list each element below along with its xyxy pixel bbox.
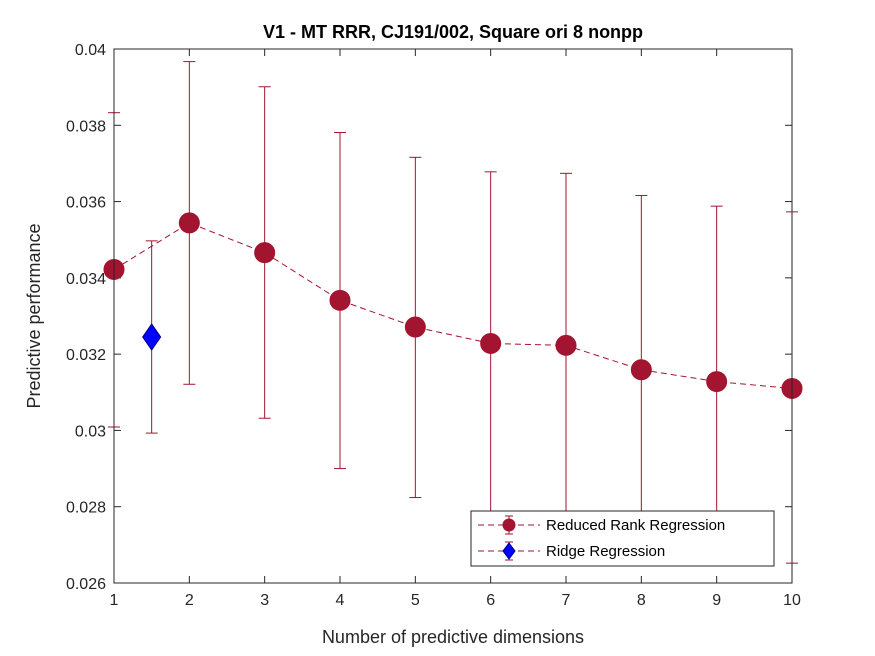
data-point [142,323,162,351]
x-tick-label: 7 [562,592,571,609]
data-point [706,371,728,393]
x-tick-label: 10 [783,592,801,609]
x-tick-label: 6 [486,592,495,609]
x-tick-label: 4 [336,592,345,609]
x-tick-label: 5 [411,592,420,609]
legend-label: Ridge Regression [546,543,665,560]
plot-frame [113,48,793,584]
y-tick-label: 0.032 [66,347,106,364]
y-tick-label: 0.034 [66,271,106,288]
axis-ticks: 1 2 3 4 5 6 7 8 9 10 0.026 0.028 0.03 0.032 0.034 0.036… [66,42,801,609]
data-point [555,334,577,356]
y-tick-label: 0.03 [75,423,106,440]
data-point [480,332,502,354]
y-axis-label: Predictive performance [24,223,44,408]
x-tick-label: 3 [260,592,269,609]
y-tick-label: 0.038 [66,118,106,135]
y-tick-label: 0.028 [66,500,106,517]
chart-title: V1 - MT RRR, CJ191/002, Square ori 8 non… [263,22,643,42]
legend-marker [502,542,516,560]
data-point [630,359,652,381]
x-tick-label: 2 [185,592,194,609]
legend-marker [502,518,516,532]
x-tick-label: 8 [637,592,646,609]
data-point [329,289,351,311]
plot-area [114,49,792,583]
y-tick-label: 0.026 [66,576,106,593]
x-axis-label: Number of predictive dimensions [322,627,584,647]
x-tick-label: 1 [110,592,119,609]
data-point [178,212,200,234]
y-tick-label: 0.04 [75,42,106,59]
legend-box [470,510,775,567]
y-tick-label: 0.036 [66,195,106,212]
legend-label: Reduced Rank Regression [546,517,725,534]
legend: Reduced Rank Regression Ridge Regression [470,510,775,567]
data-point [404,316,426,338]
x-tick-label: 9 [712,592,721,609]
data-point [254,242,276,264]
legend-entries: Reduced Rank Regression Ridge Regression [478,515,725,561]
